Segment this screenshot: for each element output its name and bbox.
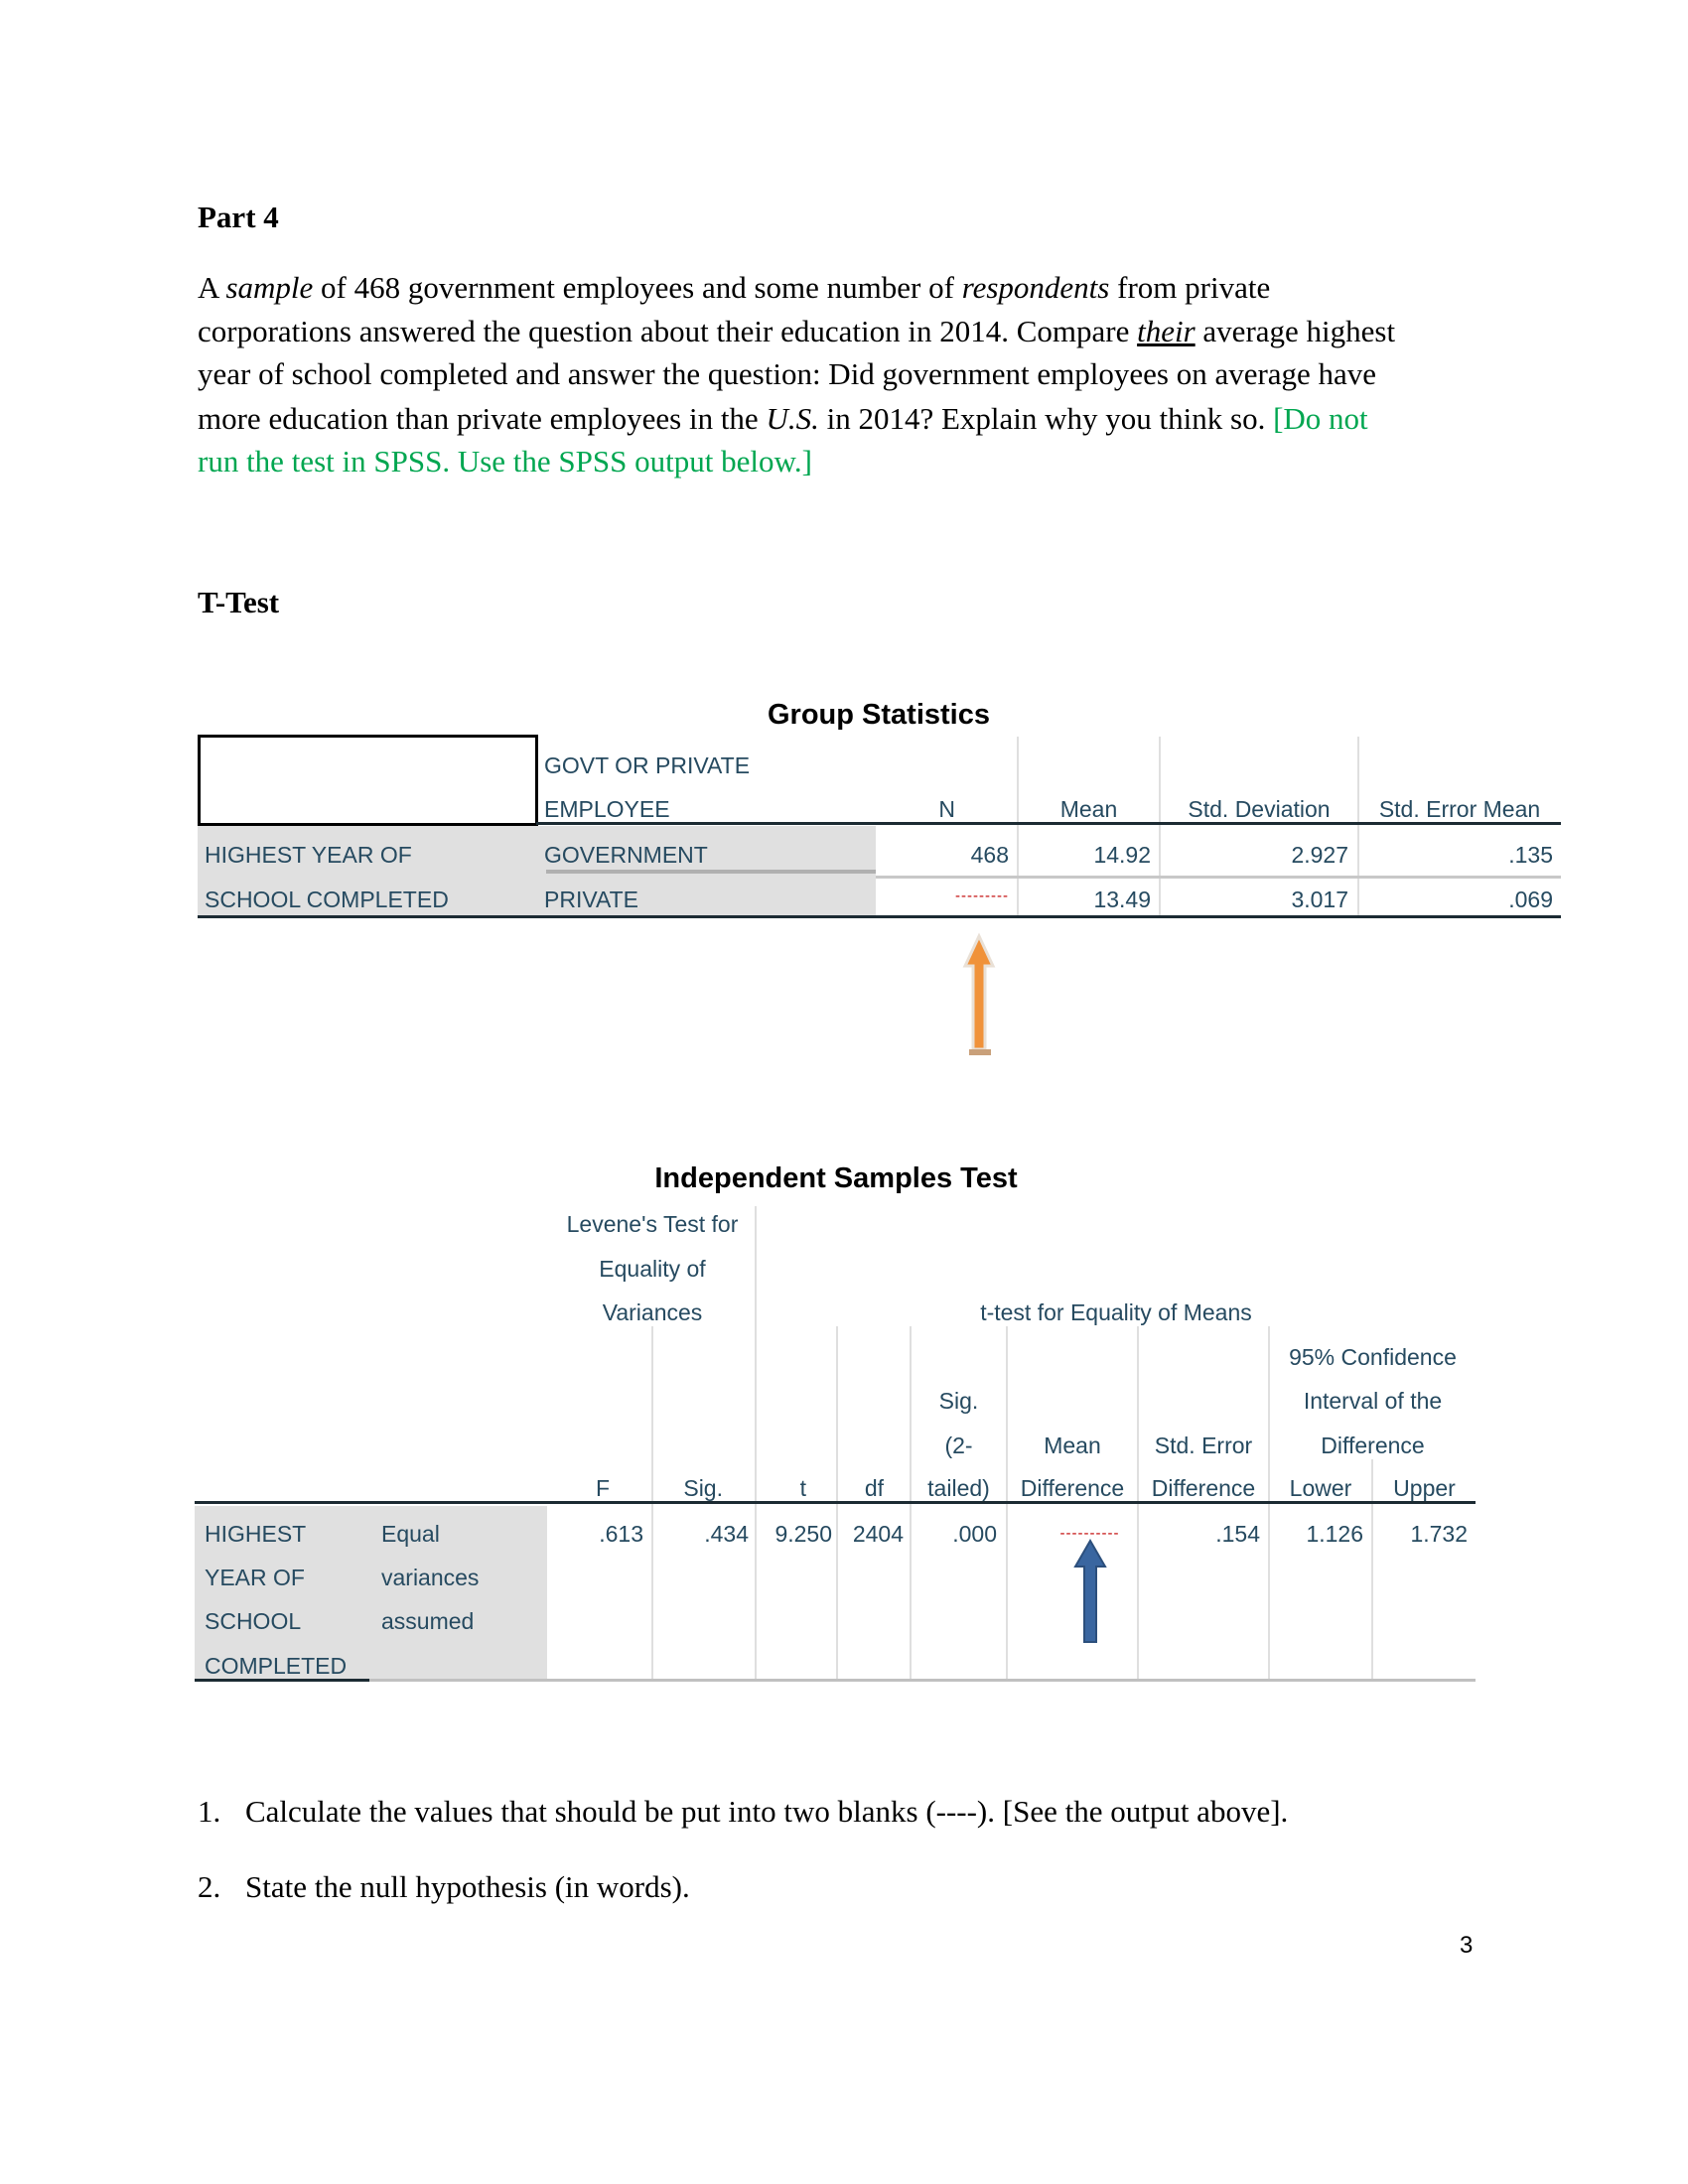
df-value: 2404 xyxy=(852,1521,904,1547)
row-label: SCHOOL xyxy=(205,1608,302,1634)
group-header: Interval of the xyxy=(1303,1388,1443,1414)
column-header: tailed) xyxy=(927,1475,990,1501)
se-value: .154 xyxy=(1215,1521,1260,1547)
label-background xyxy=(195,1506,547,1679)
column-header-mean: Mean xyxy=(1059,796,1118,822)
column-header: t xyxy=(799,1475,806,1501)
table-title: Group Statistics xyxy=(768,699,990,731)
row-label: HIGHEST xyxy=(205,1521,307,1547)
column-header: Upper xyxy=(1393,1475,1456,1501)
orange-arrow-icon xyxy=(962,932,996,1055)
sig-value: .434 xyxy=(704,1521,749,1547)
text: of 468 government employees and some num… xyxy=(313,270,962,305)
question-text: Calculate the values that should be put … xyxy=(245,1794,1289,1829)
column-header-se: Std. Error Mean xyxy=(1378,796,1541,822)
row-sublabel: variances xyxy=(381,1565,480,1590)
text: in 2014? Explain why you think so. xyxy=(818,401,1274,436)
mean-difference-blank: ---------- xyxy=(1059,1525,1120,1542)
text: U.S. xyxy=(766,401,819,436)
group-header: Variances xyxy=(602,1299,703,1325)
n-blank: --------- xyxy=(955,887,1009,904)
column-header: GOVT OR PRIVATE xyxy=(544,752,751,778)
question-text: State the null hypothesis (in words). xyxy=(245,1869,690,1904)
ttest-heading: T-Test xyxy=(198,585,280,619)
sd-value: 2.927 xyxy=(1291,842,1348,868)
group-header: 95% Confidence xyxy=(1289,1344,1457,1370)
column-header: Std. Error xyxy=(1154,1433,1253,1458)
row-sublabel: assumed xyxy=(381,1608,475,1634)
text: their xyxy=(1137,314,1196,348)
lower-value: 1.126 xyxy=(1306,1521,1363,1547)
sd-value: 3.017 xyxy=(1291,887,1348,912)
column-header-sd: Std. Deviation xyxy=(1188,796,1331,822)
n-value: 468 xyxy=(970,842,1009,868)
row-label: YEAR OF xyxy=(205,1565,305,1590)
mean-value: 13.49 xyxy=(1093,887,1151,912)
column-header: EMPLOYEE xyxy=(544,796,670,822)
text: sample xyxy=(225,270,314,305)
mean-value: 14.92 xyxy=(1093,842,1151,868)
group-header: Levene's Test for xyxy=(566,1211,739,1237)
section-title: Part 4 xyxy=(198,200,279,234)
text: corporations answered the question about… xyxy=(198,314,1138,348)
column-header: Difference xyxy=(1020,1475,1125,1501)
row-sublabel: Equal xyxy=(381,1521,440,1547)
upper-value: 1.732 xyxy=(1410,1521,1468,1547)
se-value: .135 xyxy=(1508,842,1553,868)
instruction-note: run the test in SPSS. Use the SPSS outpu… xyxy=(198,444,812,478)
blue-arrow-icon xyxy=(1073,1539,1107,1643)
t-value: 9.250 xyxy=(774,1521,832,1547)
table-title: Independent Samples Test xyxy=(654,1162,1018,1194)
question-number: 1. xyxy=(198,1794,221,1829)
column-header: (2- xyxy=(944,1433,973,1458)
text: A xyxy=(198,270,226,305)
question-number: 2. xyxy=(198,1869,221,1904)
group-header: Difference xyxy=(1321,1433,1425,1458)
row-label: SCHOOL COMPLETED xyxy=(205,887,449,912)
sig2-value: .000 xyxy=(952,1521,997,1547)
column-header: F xyxy=(595,1475,610,1501)
group-label: GOVERNMENT xyxy=(544,842,708,868)
corner-cell xyxy=(198,735,538,826)
instruction-note: [Do not xyxy=(1273,401,1368,436)
group-label: PRIVATE xyxy=(544,887,638,912)
group-header: Equality of xyxy=(599,1256,706,1282)
f-value: .613 xyxy=(599,1521,643,1547)
se-value: .069 xyxy=(1508,887,1553,912)
text: average highest xyxy=(1195,314,1396,348)
row-label: COMPLETED xyxy=(205,1653,348,1679)
column-header: df xyxy=(864,1475,884,1501)
text: from private xyxy=(1109,270,1271,305)
column-header: Lower xyxy=(1289,1475,1352,1501)
text: more education than private employees in… xyxy=(198,401,767,436)
page-number: 3 xyxy=(1460,1932,1474,1959)
column-header: Difference xyxy=(1151,1475,1256,1501)
text: respondents xyxy=(961,270,1110,305)
column-header: Sig. xyxy=(938,1388,979,1414)
row-label: HIGHEST YEAR OF xyxy=(205,842,412,868)
column-header: Mean xyxy=(1044,1433,1101,1458)
group-header: t-test for Equality of Means xyxy=(980,1299,1252,1325)
column-header-n: N xyxy=(938,796,955,822)
text: year of school completed and answer the … xyxy=(198,356,1377,391)
column-header: Sig. xyxy=(683,1475,723,1501)
